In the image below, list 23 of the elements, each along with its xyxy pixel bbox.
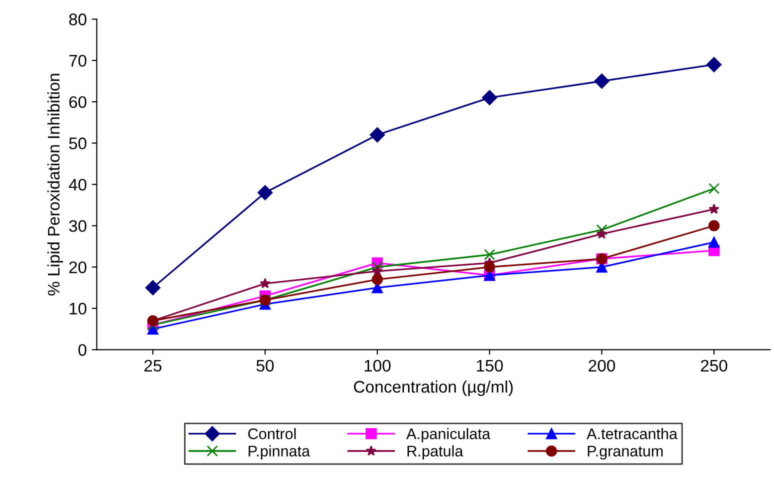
y-tick-label: 30 xyxy=(69,220,86,232)
x-axis-title: Concentration (µg/ml) xyxy=(354,380,513,396)
y-tick-label: 20 xyxy=(69,261,86,274)
legend-label: P.granatum xyxy=(588,446,663,460)
legend-label: A.paniculata xyxy=(406,428,490,442)
x-tick-label: 200 xyxy=(588,360,616,372)
y-tick-label: 10 xyxy=(70,302,86,315)
x-tick-label: 100 xyxy=(364,360,391,372)
legend-label: A.tetracantha xyxy=(586,428,678,440)
x-tick-label: 250 xyxy=(700,360,728,372)
y-tick-label: 80 xyxy=(69,14,86,26)
legend-label: P.pinnata xyxy=(248,445,310,460)
y-tick-label: 40 xyxy=(68,178,86,191)
x-tick-label: 150 xyxy=(476,360,503,372)
x-tick-label: 50 xyxy=(256,360,274,372)
y-tick-label: 0 xyxy=(78,344,86,356)
y-tick-label: 50 xyxy=(69,138,86,150)
legend-label: R.patula xyxy=(408,445,464,460)
x-tick-label: 25 xyxy=(144,360,162,372)
legend-label: Control xyxy=(248,428,296,440)
y-tick-label: 70 xyxy=(69,54,86,67)
y-axis-title: % Lipid Peroxidation Inhibition xyxy=(47,74,63,296)
y-tick-label: 60 xyxy=(69,96,86,108)
